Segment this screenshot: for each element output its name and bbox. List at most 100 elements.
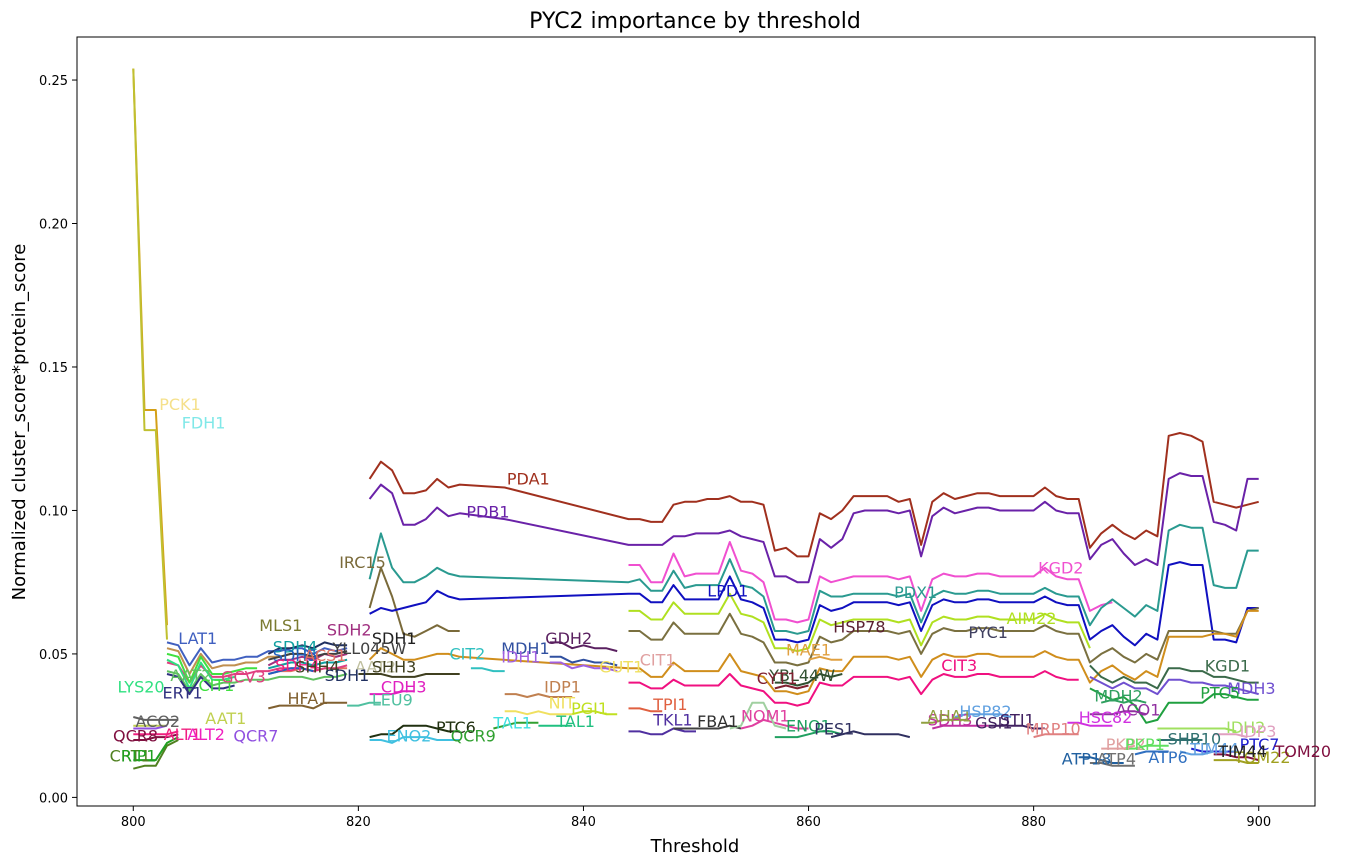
series-line-atp18	[1078, 756, 1124, 764]
series-line-tkl1	[628, 727, 696, 736]
series-line-aat2	[166, 670, 348, 693]
series-label-ptc5: PTC5	[1200, 683, 1240, 702]
series-label-tkl1: TKL1	[652, 711, 692, 730]
series-line-pda1	[368, 432, 1259, 558]
series-label-aat2: AAT2	[355, 658, 396, 677]
series-line-pes1	[830, 730, 911, 739]
series-line-tpi1	[628, 707, 663, 713]
series-layer	[132, 68, 1259, 770]
series-label-cit3: CIT3	[941, 656, 977, 675]
series-label-cit1: CIT1	[199, 676, 235, 695]
series-line-aco2	[133, 716, 179, 721]
series-line-kgd1	[1089, 664, 1259, 690]
series-line-mdh2	[1100, 698, 1147, 704]
series-line-aco1	[1089, 710, 1147, 716]
series-line-gdh2	[549, 641, 618, 653]
series-label-nit: NIT	[549, 693, 576, 712]
series-label-alt1: ALT1	[164, 725, 202, 744]
series-line-shh3	[358, 673, 460, 678]
y-tick-label: 0.05	[39, 648, 68, 663]
series-line-nom1	[740, 718, 809, 730]
series-label-pda1: PDA1	[507, 470, 550, 489]
series-line-idp1	[504, 693, 573, 698]
series-label-cdh3: CDH3	[381, 678, 427, 697]
x-tick-label: 800	[121, 815, 146, 830]
series-line-kgd2	[628, 541, 1113, 624]
series-label-sdh1: SDH1	[372, 629, 417, 648]
series-label-ptc7: PTC7	[1240, 735, 1280, 754]
series-label-atp4: ATP4	[1097, 749, 1136, 768]
series-line-lat1	[166, 641, 348, 667]
series-label-pck1: PCK1	[159, 395, 201, 414]
series-line-sdh2	[267, 652, 348, 667]
series-label-sdh2: SDH2	[327, 620, 372, 639]
series-label-ert1: ERT1	[163, 683, 203, 702]
series-line-yll045w	[268, 650, 348, 661]
series-line-hsp82	[954, 713, 1012, 718]
series-label-fdh1: FDH1	[182, 414, 226, 433]
series-label-lys20: LYS20	[118, 678, 165, 697]
series-line-cit2	[470, 667, 505, 673]
series-label-aco1: ACO1	[1116, 701, 1161, 720]
series-label-tpi1: TPI1	[652, 695, 687, 714]
series-line-sdh1	[267, 641, 348, 655]
x-axis-ticks: 800 820 840 860 880 900	[121, 806, 1271, 830]
series-line-cit1	[166, 652, 258, 684]
series-label-cit2: CIT2	[450, 645, 486, 664]
series-line-qcr9	[493, 721, 539, 730]
series-label-qcr8: QCR8	[113, 726, 158, 745]
series-line-irc15	[368, 566, 460, 638]
series-line-atp6	[1134, 750, 1169, 756]
series-label-pdb1: PDB1	[466, 503, 509, 522]
x-axis-label: Threshold	[650, 836, 740, 857]
series-label-gut1: GUT1	[599, 658, 643, 677]
series-line-qcr7	[133, 724, 168, 730]
plot-frame	[76, 36, 1316, 807]
series-line-sti1	[988, 724, 1045, 730]
series-line-ert1	[166, 673, 235, 696]
series-label-pes1: PES1	[814, 719, 854, 738]
series-line-hfa1	[268, 701, 348, 710]
series-label-pkp2: PKP2	[1106, 735, 1146, 754]
series-line-leu9	[347, 701, 381, 707]
series-label-cyt1: CYT1	[757, 669, 798, 688]
series-line-idh1	[549, 661, 618, 673]
series-line-mdh1	[549, 655, 618, 667]
series-line-lys20	[166, 658, 235, 690]
series-label-idp3: IDP3	[1240, 722, 1277, 741]
series-line-cdh3	[369, 690, 415, 696]
series-line-pkp1	[1123, 744, 1169, 750]
series-label-nom1: NOM1	[741, 706, 790, 725]
series-line-tom20	[1213, 753, 1259, 762]
series-line-sdh4	[268, 658, 348, 670]
series-label-gcv3: GCV3	[221, 668, 266, 687]
series-line-ybl44w	[774, 673, 843, 687]
series-label-crt1: CRT1	[110, 747, 151, 766]
series-label-acs1: ACS1	[304, 646, 346, 665]
series-label-pdx1: PDX1	[894, 583, 937, 602]
series-label-hsc82: HSC82	[1079, 708, 1133, 727]
series-line-pgk1	[729, 701, 787, 730]
series-label-aat2: AAT2	[170, 666, 211, 685]
series-label-tim44: TIM44	[1217, 742, 1267, 761]
series-label-hfa1: HFA1	[288, 689, 329, 708]
series-label-lat1: LAT1	[178, 629, 217, 648]
series-label-sdh1: SDH1	[325, 666, 370, 685]
series-label-qcr9: QCR9	[451, 726, 496, 745]
series-line-pkp2	[1101, 744, 1136, 750]
x-tick-label: 880	[1021, 815, 1046, 830]
series-line-fdh1	[132, 68, 168, 640]
series-label-sdh4: SDH4	[275, 656, 320, 675]
series-label-shh3: SHH3	[372, 658, 416, 677]
series-line-pdx1	[368, 523, 1259, 635]
y-axis-label: Normalized cluster_score*protein_score	[9, 244, 30, 601]
series-label-fba1: FBA1	[697, 712, 738, 731]
series-label-pyc1: PYC1	[968, 623, 1008, 642]
series-label-aco2: ACO2	[136, 712, 181, 731]
series-label-irc15: IRC15	[339, 553, 386, 572]
series-label-sdh3: SDH3	[928, 711, 973, 730]
series-label-alt2: ALT2	[187, 725, 225, 744]
